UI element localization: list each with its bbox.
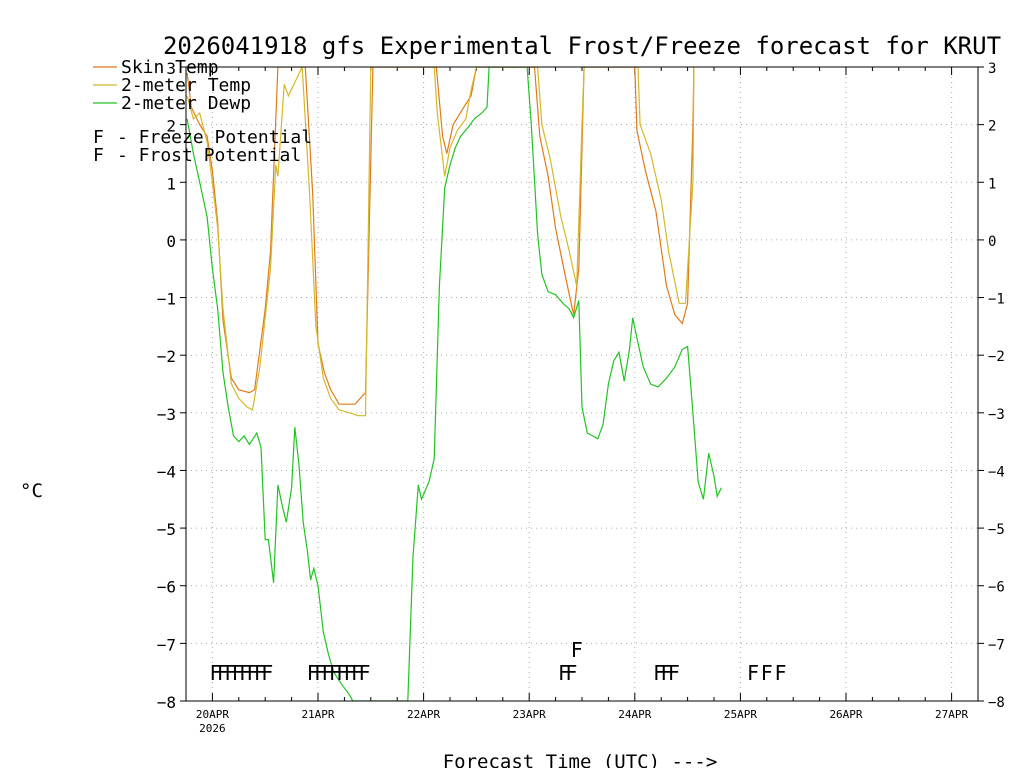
marker-freeze-potential: F — [254, 661, 266, 685]
y-tick-label-right: −2 — [988, 349, 1005, 365]
y-axis-right: −8 −7 −6 −5 −4 −3 −2 −1 0 1 2 3 — [978, 61, 1005, 711]
marker-freeze-potential: F — [224, 661, 236, 685]
marker-freeze-potential: F — [247, 661, 259, 685]
y-tick-label-left: 1 — [166, 174, 176, 193]
legend-marker-label: - Freeze Potential — [117, 127, 312, 148]
marker-freeze-potential: F — [314, 661, 326, 685]
x-axis-label: Forecast Time (UTC) ---> — [443, 751, 718, 768]
y-tick-label-right: 3 — [988, 61, 996, 77]
y-tick-label-left: −1 — [157, 290, 176, 309]
x-tick-label: 23APR — [513, 708, 546, 721]
x-tick-label: 21APR — [301, 708, 334, 721]
y-tick-label-right: 0 — [988, 234, 996, 250]
marker-freeze-potential: F — [344, 661, 356, 685]
x-tick-label: 27APR — [935, 708, 968, 721]
y-tick-label-left: 3 — [166, 59, 176, 78]
marker-freeze-potential: F — [747, 661, 759, 685]
marker-freeze-potential: F — [351, 661, 363, 685]
legend-marker-label: - Frost Potential — [117, 145, 301, 166]
series-line-skin-temp — [186, 67, 695, 405]
plot-frame — [185, 66, 979, 702]
marker-freeze-potential: F — [358, 661, 370, 685]
marker-freeze-potential: F — [217, 661, 229, 685]
y-tick-label-left: −3 — [157, 405, 176, 424]
y-tick-label-left: −5 — [157, 520, 176, 539]
y-tick-label-right: −7 — [988, 637, 1005, 653]
marker-freeze-potential: F — [565, 661, 577, 685]
y-tick-label-right: −3 — [988, 407, 1005, 423]
marker-freeze-potential: F — [775, 661, 787, 685]
y-tick-label-right: −1 — [988, 292, 1005, 308]
marker-freeze-potential: F — [668, 661, 680, 685]
marker-freeze-potential: F — [336, 661, 348, 685]
marker-frost-potential: F — [571, 638, 583, 662]
chart-title: 2026041918 gfs Experimental Frost/Freeze… — [163, 32, 1001, 60]
marker-freeze-potential: F — [329, 661, 341, 685]
legend-marker-letter: F — [93, 145, 104, 166]
marker-freeze-potential: F — [321, 661, 333, 685]
y-axis-label: °C — [20, 480, 43, 502]
y-tick-label-left: −7 — [157, 635, 176, 654]
x-tick-label: 25APR — [724, 708, 757, 721]
marker-freeze-potential: F — [232, 661, 244, 685]
x-tick-sublabel: 2026 — [199, 722, 226, 735]
y-tick-label-left: 0 — [166, 232, 176, 251]
y-tick-label-right: −4 — [988, 464, 1005, 480]
y-tick-label-left: −2 — [157, 347, 176, 366]
marker-freeze-potential: F — [261, 661, 273, 685]
series-group — [186, 67, 722, 701]
y-tick-label-left: 2 — [166, 117, 176, 136]
marker-freeze-potential: F — [653, 661, 665, 685]
marker-freeze-potential: F — [307, 661, 319, 685]
y-tick-label-right: 2 — [988, 119, 996, 135]
marker-freeze-potential: F — [558, 661, 570, 685]
legend-label: 2-meter Dewp — [121, 93, 251, 114]
y-tick-label-left: −6 — [157, 578, 176, 597]
marker-freeze-potential: F — [761, 661, 773, 685]
y-tick-label-left: −4 — [157, 462, 176, 481]
series-line-2-meter-dewp — [186, 67, 722, 701]
x-tick-label: 20APR — [196, 708, 229, 721]
y-tick-label-right: 1 — [988, 176, 996, 192]
x-tick-label: 26APR — [829, 708, 862, 721]
x-tick-label: 22APR — [407, 708, 440, 721]
legend-marker-letter: F — [93, 127, 104, 148]
y-tick-label-left: −8 — [157, 693, 176, 712]
marker-freeze-potential: F — [239, 661, 251, 685]
marker-freeze-potential: F — [210, 661, 222, 685]
y-tick-label-right: −5 — [988, 522, 1005, 538]
legend-label: 2-meter Temp — [121, 75, 251, 96]
y-tick-label-right: −6 — [988, 580, 1005, 596]
x-tick-label: 24APR — [618, 708, 651, 721]
marker-freeze-potential: F — [660, 661, 672, 685]
y-tick-label-right: −8 — [988, 695, 1005, 711]
legend-label: Skin Temp — [121, 57, 219, 78]
series-line-2-meter-temp — [186, 67, 695, 417]
y-axis-left: −8 −7 −6 −5 −4 −3 −2 −1 0 1 2 3 — [157, 59, 186, 712]
